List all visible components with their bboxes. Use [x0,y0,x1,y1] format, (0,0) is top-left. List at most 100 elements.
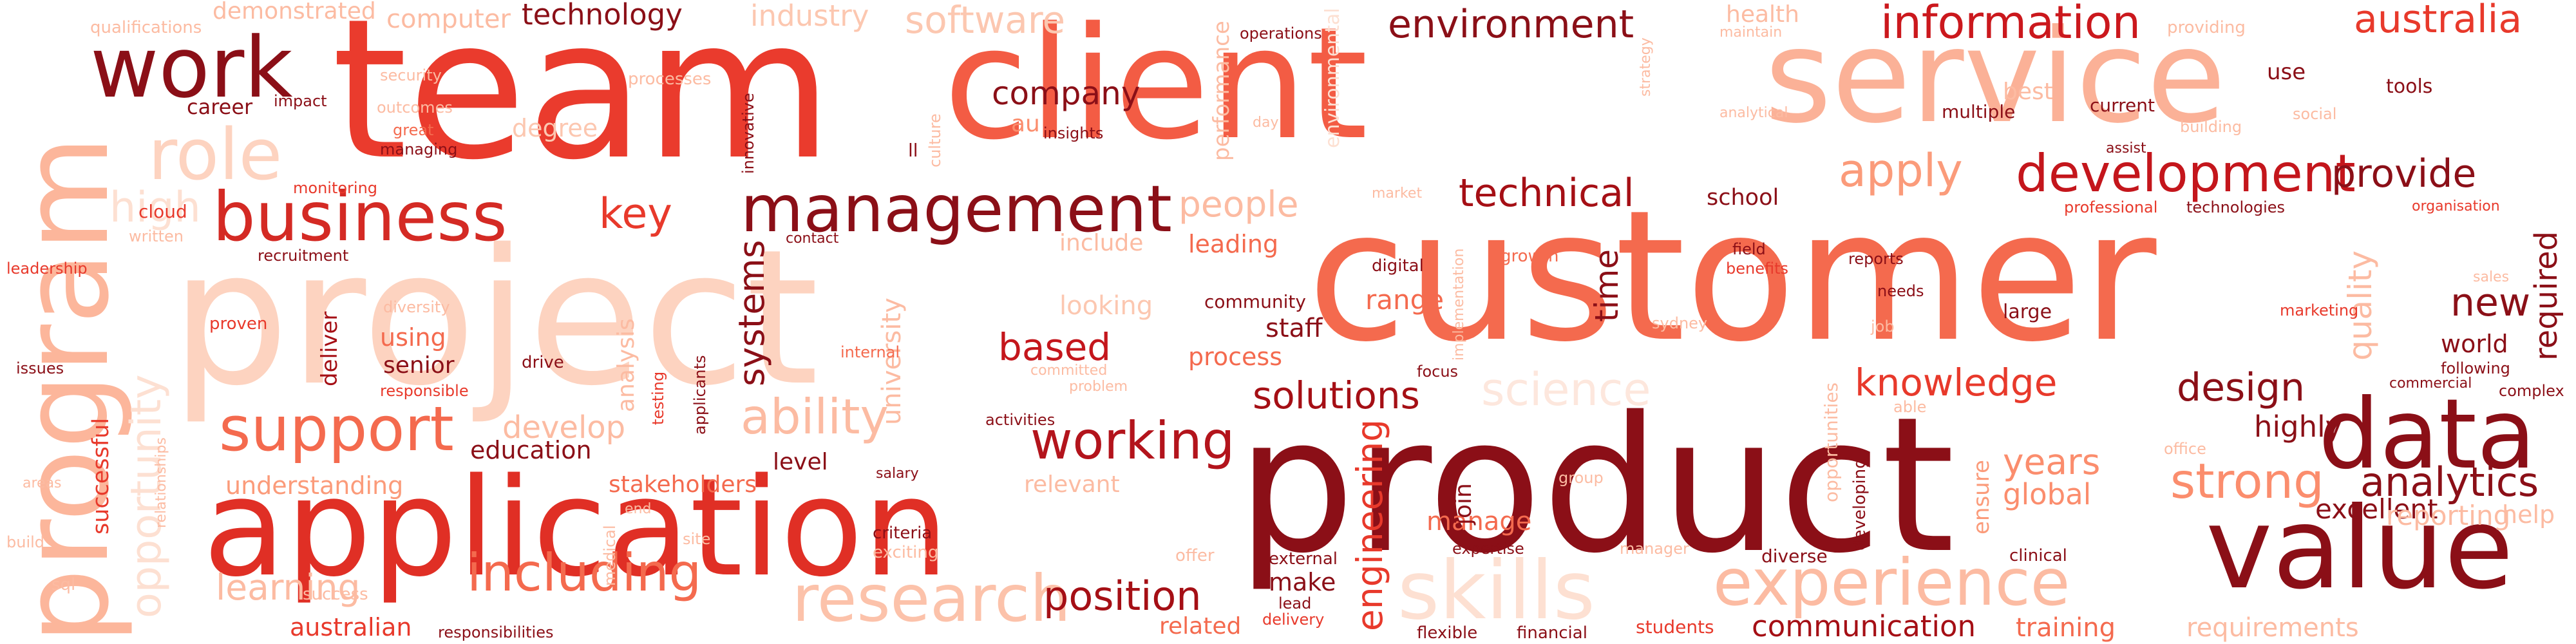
word-technical: technical [1459,171,1634,216]
word-innovative: innovative [739,93,757,174]
word-issues: issues [16,359,64,377]
word-clinical: clinical [2009,546,2067,565]
word-managing: managing [380,140,458,158]
word-value: value [2206,484,2514,614]
word-applicants: applicants [691,355,709,435]
word-engineering: engineering [1349,419,1390,631]
word-technologies: technologies [2186,198,2285,216]
word-tools: tools [2386,75,2433,98]
word-areas: areas [23,475,62,491]
word-environmental: environmental [1321,8,1344,148]
word-medical: medical [601,525,619,586]
word-assist: assist [2106,140,2146,156]
word-strategy: strategy [1638,37,1654,97]
word-required: required [2528,231,2564,361]
word-impact: impact [274,92,327,110]
word-salary: salary [876,466,919,482]
word-provide: provide [2331,151,2477,196]
word-australia: australia [2354,0,2523,42]
word-technology: technology [522,0,683,32]
word-exciting: exciting [873,543,939,562]
word-diversity: diversity [383,298,450,316]
word-development: development [2016,144,2356,204]
word-include: include [1059,230,1144,256]
word-commercial: commercial [2389,375,2472,392]
word-global: global [2003,477,2092,511]
word-implementation: implementation [1451,248,1467,361]
word-day: day [1253,115,1279,131]
word-security: security [380,66,442,84]
word-recruitment: recruitment [258,247,349,265]
word-sydney: sydney [1652,314,1708,332]
word-culture: culture [926,113,944,167]
word-complex: complex [2499,382,2564,400]
word-office: office [2164,440,2206,458]
word-including: including [467,543,702,603]
word-working: working [1030,411,1235,471]
word-large: large [2003,301,2052,323]
word-solutions: solutions [1253,374,1420,417]
word-multiple: multiple [1942,101,2016,122]
word-learning: learning [216,567,361,608]
word-experience: experience [1713,545,2070,620]
word-flexible: flexible [1417,623,1478,643]
word-information: information [1880,0,2141,49]
word-stakeholders: stakeholders [609,471,757,498]
word-leading: leading [1188,230,1279,258]
word-environment: environment [1388,2,1634,47]
word-process: process [1188,343,1283,371]
word-time: time [1588,249,1625,322]
word-financial: financial [1517,623,1587,643]
word-business: business [213,178,507,256]
word-drive: drive [522,353,564,372]
word-health: health [1726,1,1799,28]
word-program: program [0,135,135,644]
word-end: end [625,501,652,517]
word-external: external [1269,549,1338,569]
word-software: software [905,0,1066,42]
word-use: use [2267,59,2306,85]
word-proven: proven [209,314,268,334]
word-school: school [1707,185,1779,211]
word-sql: sql [52,575,76,594]
word-delivery: delivery [1262,611,1325,629]
word-senior: senior [383,352,455,379]
word-outcomes: outcomes [377,99,453,117]
word-current: current [2090,95,2155,116]
word-ability: ability [741,388,889,445]
word-range: range [1365,284,1444,316]
word-offer: offer [1175,546,1215,565]
word-insights: insights [1043,124,1104,142]
word-students: students [1636,616,1714,638]
word-degree: degree [512,114,598,142]
word-skills: skills [1397,544,1595,638]
word-responsibilities: responsibilities [438,623,554,641]
word-years: years [2003,441,2101,482]
word-building: building [2180,118,2242,136]
word-operations: operations [1240,24,1322,43]
word-maintain: maintain [1719,24,1783,41]
word-responsible: responsible [380,382,469,400]
word-reporting: reporting [2386,500,2511,531]
word-focus: focus [1417,363,1459,381]
word-qualifications: qualifications [90,18,202,37]
word-opportunities: opportunities [1821,382,1842,502]
word-based: based [998,325,1112,369]
word-project: project [171,210,819,427]
word-build: build [6,533,45,551]
word-customer: customer [1307,172,2157,382]
word-people: people [1179,184,1299,225]
word-knowledge: knowledge [1855,361,2058,404]
word-criteria: criteria [873,524,933,543]
word-apply: apply [1839,144,1963,197]
word-education: education [470,436,592,464]
word-systems: systems [731,240,772,387]
word-join: join [1450,483,1477,525]
word-following: following [2441,359,2510,377]
word-performance: performance [1209,21,1235,161]
word-au: au [1011,111,1040,137]
word-strong: strong [2170,453,2324,509]
word-role: role [148,113,283,196]
word-excellent: excellent [2315,493,2438,525]
